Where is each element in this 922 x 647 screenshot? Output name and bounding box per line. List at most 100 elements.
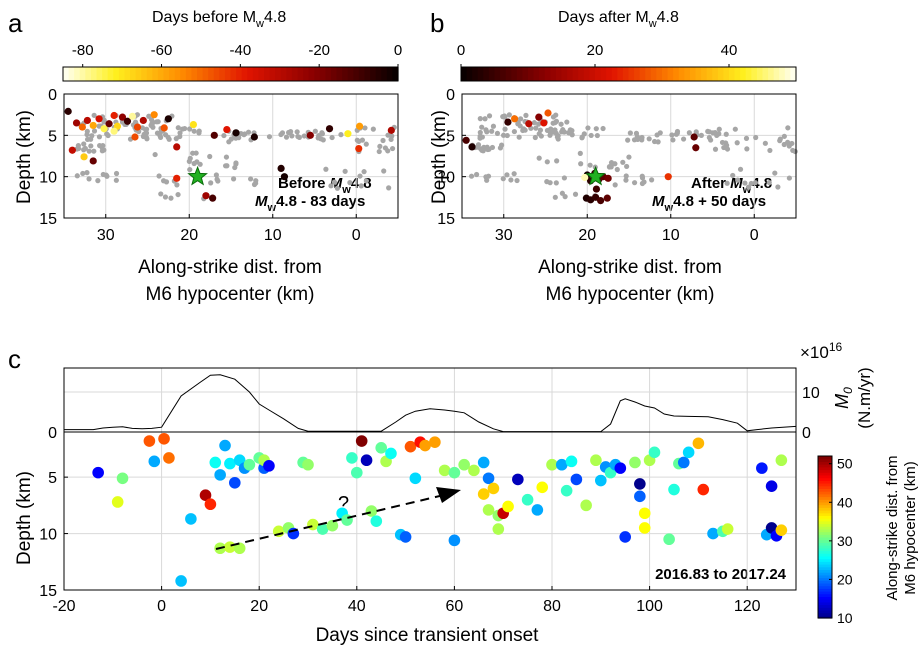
panel-b-event-point: [504, 118, 512, 126]
svg-text:M0: M0: [832, 387, 855, 409]
colorbar-c-segment: [818, 526, 832, 530]
colorbar-a-segment: [74, 67, 81, 81]
panel-a-event-point: [95, 115, 103, 123]
panel-a-background-event: [91, 112, 97, 118]
panel-a-background-event: [370, 126, 376, 132]
panel-a-ytick-label: 10: [39, 170, 57, 187]
colorbar-b-segment: [790, 67, 797, 81]
panel-b-background-event: [560, 127, 566, 133]
colorbar-a-segment: [347, 67, 354, 81]
panel-b-background-event: [477, 133, 483, 139]
colorbar-c-segment: [818, 523, 832, 527]
colorbar-b-segment: [717, 67, 725, 81]
panel-b-background-event: [734, 140, 740, 146]
panel-a-background-event: [100, 143, 106, 149]
panel-b-background-event: [581, 131, 587, 137]
colorbar-a-tick-label: -80: [72, 42, 94, 59]
panel-c-event-point: [404, 440, 417, 453]
panel-c-event-point: [477, 456, 490, 469]
colorbar-c-segment: [818, 520, 832, 525]
colorbar-a-segment: [208, 67, 215, 81]
panel-b-background-event: [504, 172, 510, 178]
colorbar-a-segment: [180, 67, 187, 81]
panel-b-background-event: [723, 131, 729, 137]
panel-b-background-event: [744, 146, 750, 152]
panel-a-background-event: [156, 173, 162, 179]
panel-b-background-event: [585, 125, 591, 131]
panel-c-event-point: [219, 439, 231, 452]
panel-c-event-point: [502, 500, 514, 513]
colorbar-a-segment: [252, 67, 260, 81]
panel-a-background-event: [99, 148, 105, 154]
panel-b-background-event: [623, 177, 629, 183]
panel-c-event-point: [175, 575, 187, 587]
panel-a-event-point: [223, 125, 231, 134]
colorbar-b-segment: [617, 67, 624, 81]
panel-b-background-event: [631, 180, 638, 186]
colorbar-a-segment: [130, 67, 137, 81]
colorbar-a-segment: [174, 67, 181, 81]
panel-c-event-point: [116, 472, 129, 485]
panel-b-background-event: [655, 139, 661, 145]
panel-a-background-event: [213, 172, 219, 178]
panel-a-background-event: [331, 179, 338, 185]
colorbar-b-segment: [689, 67, 697, 81]
panel-c-event-point: [477, 488, 490, 500]
colorbar-c-segment: [818, 456, 832, 460]
panel-a-event-point: [89, 157, 97, 165]
colorbar-b-segment: [578, 67, 585, 81]
panel-c-event-point: [263, 460, 275, 472]
panel-a-background-event: [150, 124, 156, 130]
panel-b-background-event: [552, 194, 558, 200]
panel-b-event-point: [540, 119, 548, 127]
panel-a-background-event: [91, 128, 98, 134]
panel-c-event-point: [111, 496, 124, 508]
panel-a-background-event: [361, 169, 367, 175]
panel-a-event-point: [232, 129, 240, 137]
panel-c-event-point: [243, 458, 256, 471]
colorbar-c-segment: [818, 572, 832, 576]
colorbar-c-segment: [818, 477, 832, 481]
colorbar-a-segment: [169, 67, 176, 81]
panel-b-background-event: [753, 134, 759, 141]
panel-b-background-event: [686, 130, 692, 136]
colorbar-c-segment: [818, 496, 832, 500]
colorbar-a-title: Days before Mw4.8: [152, 9, 286, 30]
panel-c-event-point: [419, 439, 431, 452]
colorbar-a-tick-label: -20: [308, 42, 330, 59]
panel-b-background-event: [490, 123, 497, 129]
panel-a-background-event: [191, 128, 197, 134]
panel-c-event-point: [199, 489, 212, 502]
panel-b-event-point: [581, 173, 589, 182]
panel-b-background-event: [752, 180, 758, 186]
colorbar-c-segment: [818, 480, 832, 484]
panel-b-event-point: [692, 144, 700, 152]
panel-c-event-point: [692, 437, 705, 450]
panel-b-axes-frame: [461, 93, 797, 219]
panel-a-event-point: [72, 119, 81, 127]
panel-b-background-event: [766, 179, 772, 186]
panel-c-event-point: [448, 466, 461, 479]
colorbar-b-segment: [706, 67, 713, 81]
panel-c-event-point: [346, 452, 358, 464]
colorbar-a-segment: [258, 67, 265, 81]
colorbar-b-tick-label: 40: [721, 42, 738, 59]
panel-b-background-event: [674, 128, 681, 135]
colorbar-b-segment: [662, 67, 669, 81]
colorbar-a-segment: [124, 67, 131, 81]
panel-a-event-point: [123, 117, 132, 125]
panel-a-ytick-label: 5: [48, 128, 57, 145]
colorbar-a-segment: [319, 67, 327, 81]
panel-a-event-point: [110, 127, 118, 135]
panel-a-event-point: [250, 133, 258, 141]
colorbar-b-segment: [628, 67, 635, 81]
panel-b-background-event: [485, 173, 492, 179]
panel-c-event-point: [148, 455, 161, 468]
colorbar-a-segment: [364, 67, 371, 81]
panel-a-background-event: [382, 145, 389, 151]
colorbar-b-segment: [734, 67, 741, 81]
panel-a-mainshock-star: [187, 165, 208, 186]
colorbar-c-segment: [818, 591, 832, 595]
panel-b-background-event: [624, 163, 630, 170]
